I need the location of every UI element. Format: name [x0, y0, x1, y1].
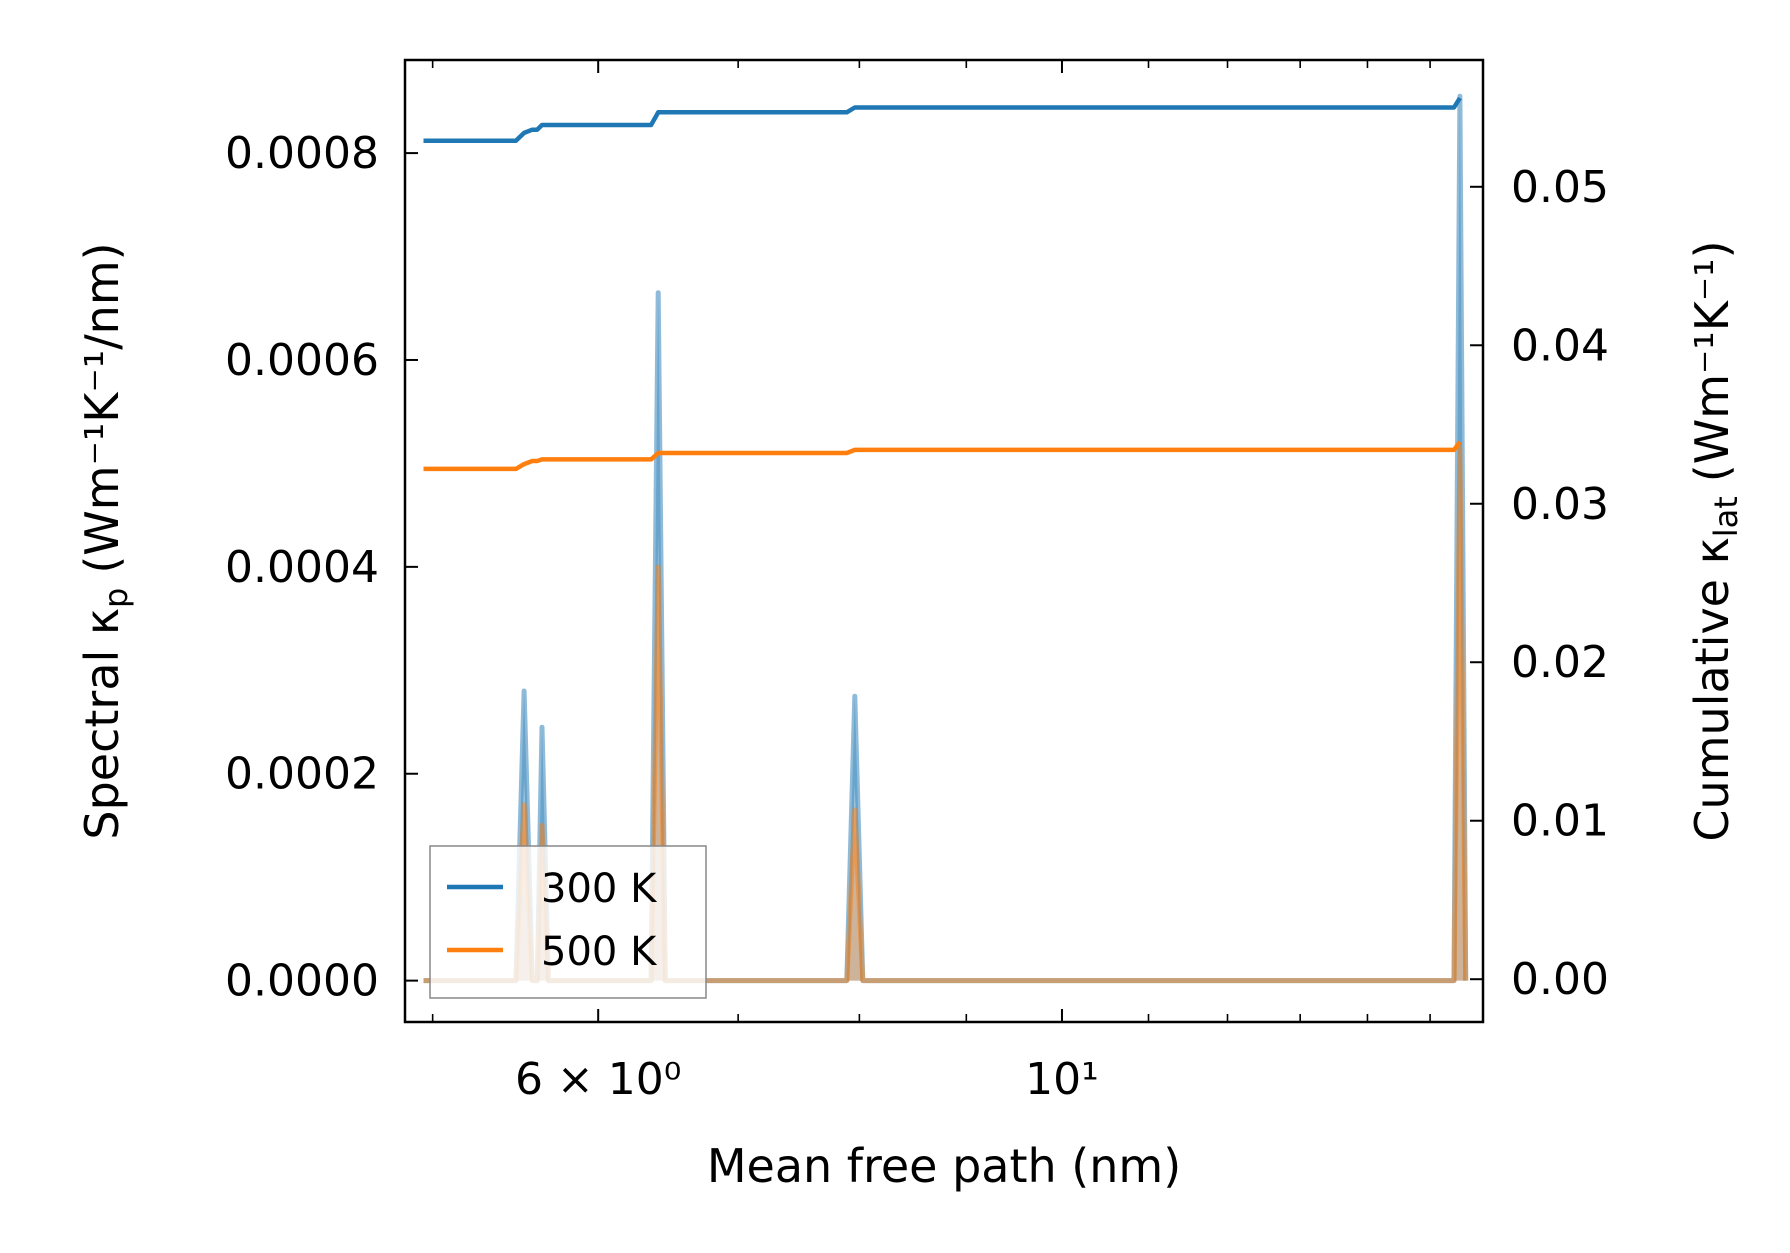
y-right-label-main: Cumulative κ [1685, 537, 1739, 841]
y-right-tick-label: 0.05 [1511, 162, 1609, 213]
y-axis-left-label: Spectral κp (Wm⁻¹K⁻¹/nm) [75, 242, 135, 839]
y-axis-right-label: Cumulative κlat (Wm⁻¹K⁻¹) [1685, 240, 1745, 841]
legend: 300 K 500 K [429, 845, 707, 999]
y-left-tick-label: 0.0002 [225, 749, 379, 800]
legend-box [429, 845, 707, 999]
legend-label-300k: 300 K [541, 866, 658, 912]
tick-labels: 0.0000 0.0002 0.0004 0.0006 0.0008 0.00 0.01 0.… [225, 128, 1609, 1105]
y-left-label-unit: (Wm⁻¹K⁻¹/nm) [75, 242, 129, 573]
x-axis-label: Mean free path (nm) [707, 1139, 1181, 1193]
x-tick-label: 10¹ [1025, 1054, 1099, 1105]
y-right-tick-label: 0.03 [1511, 479, 1609, 530]
y-left-tick-label: 0.0006 [225, 335, 379, 386]
y-left-tick-label: 0.0000 [225, 956, 379, 1007]
x-tick-label: 6 × 10⁰ [515, 1054, 681, 1105]
y-left-label-sub: p [97, 588, 135, 608]
cumulative-line-1 [423, 440, 1462, 472]
legend-label-500k: 500 K [541, 929, 658, 975]
y-right-tick-label: 0.01 [1511, 796, 1609, 847]
y-right-tick-label: 0.04 [1511, 320, 1609, 371]
y-right-tick-label: 0.00 [1511, 954, 1609, 1005]
y-right-label-unit: (Wm⁻¹K⁻¹) [1685, 240, 1739, 482]
cumulative-line-0 [423, 96, 1462, 144]
y-right-tick-label: 0.02 [1511, 637, 1609, 688]
plot-frame [403, 58, 1485, 1024]
y-left-tick-label: 0.0004 [225, 542, 379, 593]
y-right-label-sub: lat [1707, 496, 1745, 537]
y-left-tick-label: 0.0008 [225, 128, 379, 179]
axis-ticks [405, 60, 1483, 1022]
y-left-label-main: Spectral κ [75, 608, 129, 840]
